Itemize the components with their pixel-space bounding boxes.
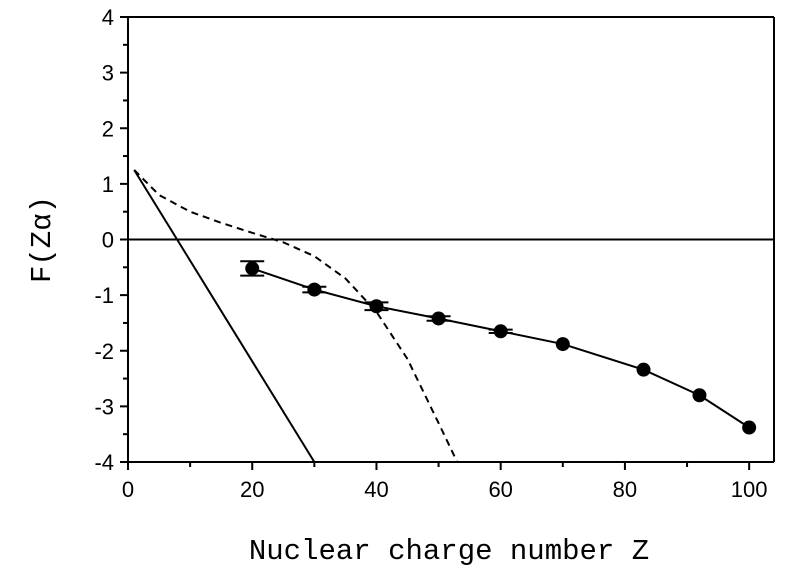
x-tick-label: 40 bbox=[364, 477, 388, 502]
x-tick-label: 80 bbox=[613, 477, 637, 502]
y-tick-label: 0 bbox=[102, 228, 114, 253]
y-tick-label: 2 bbox=[102, 116, 114, 141]
data-point bbox=[245, 261, 260, 276]
y-tick-label: 1 bbox=[102, 172, 114, 197]
x-axis-title: Nuclear charge number Z bbox=[249, 535, 649, 568]
y-tick-label: 4 bbox=[102, 5, 114, 30]
data-point bbox=[692, 388, 707, 403]
series-layer bbox=[133, 169, 757, 463]
y-tick-label: 3 bbox=[102, 61, 114, 86]
y-axis-title: F(Zα) bbox=[26, 196, 59, 283]
data-point bbox=[307, 282, 322, 297]
x-tick-label: 100 bbox=[731, 477, 768, 502]
ticks: 0 20 40 60 80 100 -4 -3 -2 -1 0 1 2 3 4 bbox=[94, 5, 767, 502]
dashed-curve-series bbox=[133, 169, 459, 463]
data-point bbox=[636, 362, 651, 377]
y-tick-label: -2 bbox=[94, 339, 114, 364]
data-connecting-curve bbox=[251, 267, 750, 429]
data-point bbox=[742, 420, 757, 435]
y-tick-label: -3 bbox=[94, 394, 114, 419]
x-tick-label: 60 bbox=[488, 477, 512, 502]
data-point bbox=[431, 311, 446, 326]
y-tick-label: -4 bbox=[94, 450, 114, 475]
solid-line-series bbox=[133, 169, 316, 463]
data-point bbox=[369, 299, 384, 314]
plot-frame bbox=[127, 16, 775, 463]
x-tick-label: 20 bbox=[240, 477, 264, 502]
data-point bbox=[555, 337, 570, 352]
y-tick-label: -1 bbox=[94, 283, 114, 308]
x-tick-label: 0 bbox=[122, 477, 134, 502]
data-point bbox=[493, 324, 508, 339]
